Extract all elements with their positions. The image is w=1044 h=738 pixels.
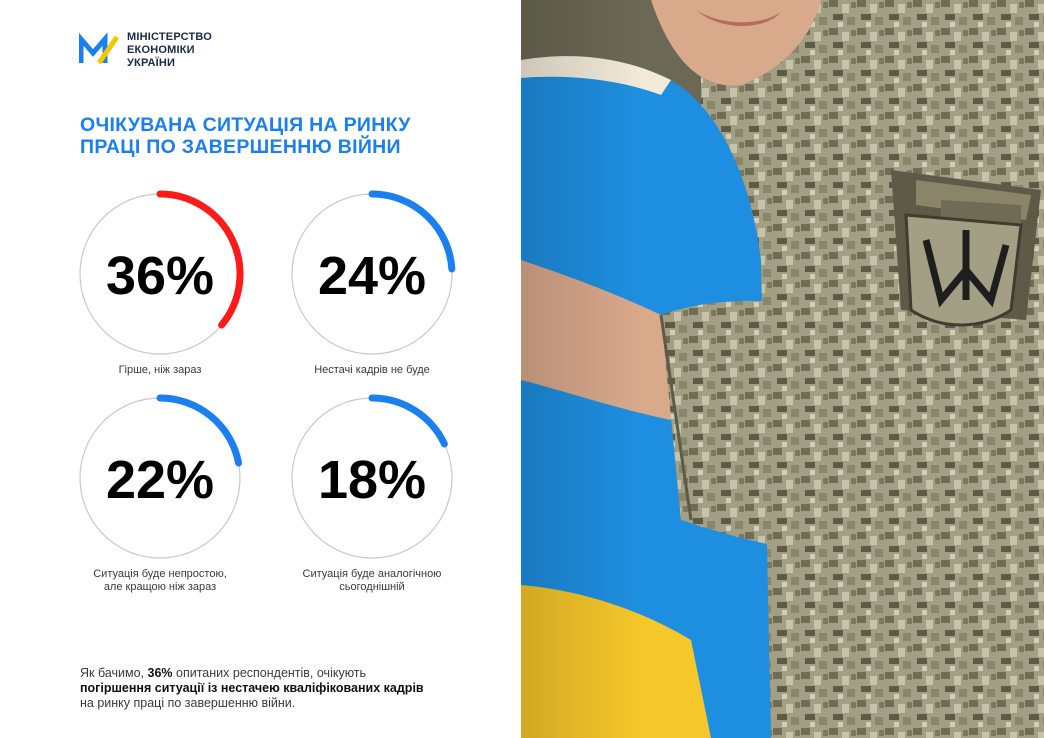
- stat-item: 36% Гірше, ніж зараз: [60, 184, 260, 377]
- ministry-logo: МІНІСТЕРСТВО ЕКОНОМІКИ УКРАЇНИ: [79, 31, 212, 70]
- stat-item: 22% Ситуація буде непростою, але кращою ні…: [60, 388, 260, 594]
- stat-item: 18% Ситуація буде аналогічною сьогоднішній: [272, 388, 472, 594]
- donut-chart: 36%: [79, 190, 244, 355]
- footer-bold-2: погіршення ситуації із нестачею кваліфік…: [80, 681, 424, 695]
- footer-text-2: опитаних респондентів, очікують: [172, 666, 367, 680]
- donut-chart: 24%: [291, 190, 456, 355]
- value-label: 22%: [106, 450, 214, 510]
- stat-item: 24% Нестачі кадрів не буде: [272, 184, 472, 377]
- category-label: Ситуація буде непростою, але кращою ніж з…: [60, 568, 260, 594]
- value-label: 36%: [106, 246, 214, 306]
- category-label-line: але кращою ніж зараз: [103, 581, 217, 593]
- hero-photo: [521, 0, 1044, 738]
- donut-arc: [156, 394, 243, 467]
- logo-line-2: ЕКОНОМІКИ: [127, 44, 195, 56]
- category-label: Нестачі кадрів не буде: [272, 364, 472, 377]
- hero-photo-illustration: [521, 0, 1044, 738]
- donut-arc: [368, 190, 456, 273]
- ministry-logo-icon: [79, 32, 119, 65]
- logo-line-1: МІНІСТЕРСТВО: [127, 31, 213, 43]
- category-label-line: Нестачі кадрів не буде: [314, 364, 430, 376]
- footer-text: Як бачимо, 36% опитаних респондентів, оч…: [80, 666, 440, 711]
- footer-text-3: на ринку праці по завершенню війни.: [80, 696, 296, 710]
- infographic-panel: МІНІСТЕРСТВО ЕКОНОМІКИ УКРАЇНИ ОЧІКУВАНА…: [0, 0, 521, 738]
- title-line-2: ПРАЦІ ПО ЗАВЕРШЕННЮ ВІЙНИ: [80, 136, 401, 158]
- category-label-line: Гірше, ніж зараз: [118, 364, 202, 376]
- logo-text: МІНІСТЕРСТВО ЕКОНОМІКИ УКРАЇНИ: [127, 31, 212, 70]
- logo-line-3: УКРАЇНИ: [127, 57, 176, 69]
- donut-arc: [156, 190, 244, 329]
- category-label: Ситуація буде аналогічною сьогоднішній: [272, 568, 472, 594]
- donut-chart: 22%: [79, 394, 243, 559]
- category-label-line: Ситуація буде непростою,: [93, 568, 227, 580]
- value-label: 24%: [318, 246, 426, 306]
- category-label: Гірше, ніж зараз: [60, 364, 260, 377]
- title-line-1: ОЧІКУВАНА СИТУАЦІЯ НА РИНКУ: [80, 114, 411, 136]
- category-label-line: сьогоднішній: [339, 581, 405, 593]
- value-label: 18%: [318, 450, 426, 510]
- footer-text-1: Як бачимо,: [80, 666, 148, 680]
- donut-arc: [368, 394, 448, 448]
- footer-bold-1: 36%: [147, 666, 173, 680]
- donut-chart: 18%: [291, 394, 453, 559]
- category-label-line: Ситуація буде аналогічною: [302, 568, 442, 580]
- page-title: ОЧІКУВАНА СИТУАЦІЯ НА РИНКУ ПРАЦІ ПО ЗАВ…: [80, 114, 480, 158]
